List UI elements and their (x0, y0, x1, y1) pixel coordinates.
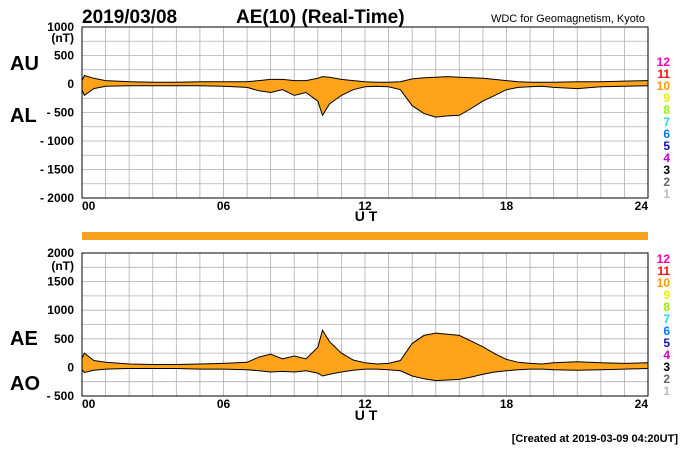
ae-ao-frame (81, 252, 649, 397)
plot-date: 2019/03/08 (82, 7, 177, 28)
ae-ao-y-unit: (nT) (51, 259, 74, 273)
ae-ao-y-ticks: 2000 1500 1000 500 0 - 500 (47, 246, 75, 403)
ae-ao-y-tick-label: - 500 (47, 389, 75, 403)
level-7-label: 7 (663, 312, 670, 326)
ae-ao-x-ticks: 00 06 12 18 24 (82, 397, 648, 411)
au-al-grid (81, 26, 649, 199)
au-al-y-tick-label: - 2000 (40, 191, 74, 205)
separator-bar (82, 232, 648, 240)
ae-ao-x-tick-label: 24 (635, 397, 649, 411)
ae-label: AE (10, 328, 38, 350)
level-12-label: 12 (657, 252, 671, 266)
level-9-label: 9 (663, 91, 670, 105)
level-12-label: 12 (657, 55, 671, 69)
au-al-y-tick-label: - 1000 (40, 134, 74, 148)
level-11-label: 11 (657, 67, 670, 81)
level-2-label: 2 (663, 175, 670, 189)
au-al-series (81, 74, 649, 118)
level-1-label: 1 (663, 187, 670, 201)
level-2-label: 2 (663, 372, 670, 386)
ae-ao-y-tick-label: 1000 (47, 303, 74, 317)
ae-ao-x-tick-label: 18 (500, 397, 514, 411)
au-al-y-tick-label: 500 (54, 49, 74, 63)
level-6-label: 6 (663, 127, 670, 141)
ae-ao-x-tick-label: 00 (82, 397, 96, 411)
au-al-x-tick-label: 12 (358, 199, 372, 213)
level-3-label: 3 (663, 163, 670, 177)
au-al-y-tick-label: - 1500 (40, 163, 74, 177)
ae-ao-x-tick-label: 06 (217, 397, 231, 411)
au-al-frame (81, 26, 649, 199)
au-al-x-tick-label: 00 (82, 199, 96, 213)
level-4-label: 4 (663, 151, 670, 165)
au-al-y-tick-label: 0 (67, 77, 74, 91)
level-3-label: 3 (663, 360, 670, 374)
level-7-label: 7 (663, 115, 670, 129)
created-timestamp: [Created at 2019-03-09 04:20UT] (512, 433, 679, 445)
ae-ao-y-tick-label: 500 (54, 332, 74, 346)
plot-title: AE(10) (Real-Time) (236, 7, 405, 28)
ae-ao-x-tick-label: 12 (358, 397, 372, 411)
series-ae-line (81, 328, 649, 365)
ae-ao-grid (81, 252, 649, 397)
series-ao-line (81, 368, 649, 382)
series-au-line (81, 74, 649, 83)
au-al-y-tick-label: - 500 (47, 106, 75, 120)
level-4-label: 4 (663, 348, 670, 362)
level-5-label: 5 (663, 139, 670, 153)
ae-ao-x-axis-label: U T (355, 407, 378, 423)
level-10-label: 10 (657, 79, 671, 93)
ao-label: AO (10, 373, 40, 395)
level-11-label: 11 (657, 264, 670, 278)
ae-ao-series (81, 328, 649, 382)
level-10-label: 10 (657, 276, 671, 290)
data-credit: WDC for Geomagnetism, Kyoto (491, 13, 645, 25)
au-label: AU (10, 53, 39, 75)
au-al-y-unit: (nT) (51, 31, 74, 45)
level-6-label: 6 (663, 324, 670, 338)
au-al-x-tick-label: 18 (500, 199, 514, 213)
al-label: AL (10, 105, 37, 127)
series-al-line (81, 85, 649, 118)
au-al-x-tick-label: 06 (217, 199, 231, 213)
au-al-x-axis-label: U T (355, 208, 378, 224)
level-1-label: 1 (663, 384, 670, 398)
level-8-label: 8 (663, 300, 670, 314)
ae-ao-y-tick-label: 1500 (47, 275, 74, 289)
ae-ao-y-tick-label: 2000 (47, 246, 74, 260)
ae-ao-fill-area (82, 330, 648, 381)
ae-ao-y-tick-label: 0 (67, 360, 74, 374)
au-al-y-tick-label: 1000 (47, 20, 74, 34)
level-9-label: 9 (663, 288, 670, 302)
level-8-label: 8 (663, 103, 670, 117)
au-al-y-ticks: 1000 500 0 - 500 - 1000 - 1500 - 2000 (40, 20, 74, 205)
au-al-x-tick-label: 24 (635, 199, 649, 213)
au-al-x-ticks: 00 06 12 18 24 (82, 199, 648, 213)
level-5-label: 5 (663, 336, 670, 350)
